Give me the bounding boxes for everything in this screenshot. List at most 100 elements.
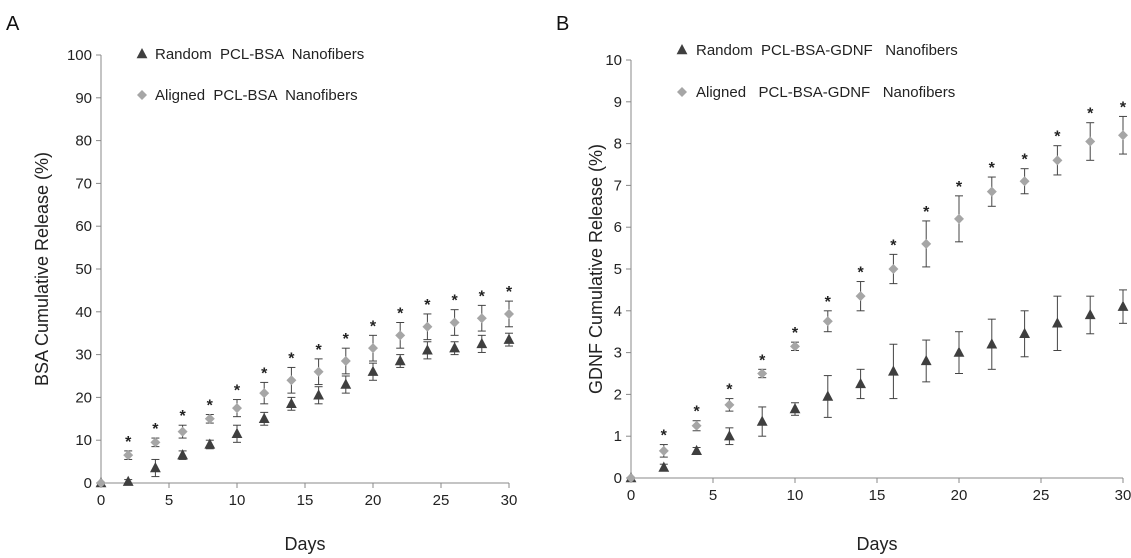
data-point-aligned (724, 399, 735, 410)
panel-a-label: A (6, 13, 20, 35)
x-tick-label: 5 (709, 487, 717, 504)
x-tick-label: 5 (165, 492, 173, 509)
data-point-aligned (1052, 155, 1063, 166)
data-point-aligned (123, 450, 134, 461)
data-point-aligned (626, 473, 636, 483)
significance-marker: * (989, 160, 996, 177)
data-point-aligned (177, 426, 188, 437)
data-point-random (1084, 308, 1096, 320)
y-tick-label: 0 (84, 475, 92, 492)
data-point-aligned (204, 413, 215, 424)
data-point-aligned (449, 317, 460, 328)
significance-marker: * (759, 352, 766, 369)
significance-marker: * (370, 318, 377, 335)
data-point-random (367, 365, 379, 376)
x-tick-label: 30 (501, 492, 518, 509)
y-tick-label: 40 (75, 304, 92, 321)
data-point-random (756, 415, 768, 426)
y-tick-label: 2 (614, 386, 622, 403)
legend-label: Random PCL-BSA Nanofibers (155, 46, 364, 63)
data-point-random (724, 430, 735, 441)
y-tick-label: 3 (614, 345, 622, 362)
significance-marker: * (1021, 152, 1028, 169)
panel-b-label: B (556, 13, 569, 35)
x-tick-label: 0 (97, 492, 105, 509)
significance-marker: * (1087, 106, 1094, 123)
y-tick-label: 90 (75, 90, 92, 107)
data-point-random (822, 390, 834, 401)
significance-marker: * (693, 404, 700, 421)
data-point-random (855, 377, 866, 389)
y-tick-label: 6 (614, 219, 622, 236)
x-tick-label: 30 (1115, 487, 1131, 504)
significance-marker: * (207, 398, 214, 415)
significance-marker: * (451, 293, 458, 310)
data-point-random (1019, 327, 1030, 338)
y-tick-label: 30 (75, 347, 92, 364)
data-point-random (691, 444, 702, 456)
significance-marker: * (424, 297, 431, 314)
legend-marker-aligned (137, 90, 147, 100)
data-point-aligned (954, 213, 964, 224)
significance-marker: * (956, 179, 963, 196)
data-point-random (177, 449, 188, 460)
significance-marker: * (397, 306, 404, 323)
y-tick-label: 50 (75, 261, 92, 278)
significance-marker: * (506, 284, 513, 301)
significance-marker: * (726, 382, 733, 399)
data-point-aligned (790, 341, 800, 352)
data-point-aligned (259, 388, 270, 399)
data-point-random (313, 389, 324, 400)
legend-marker-random (676, 44, 688, 55)
y-tick-label: 10 (605, 52, 622, 69)
data-point-random (658, 461, 670, 472)
significance-marker: * (315, 342, 322, 359)
data-point-random (231, 427, 243, 438)
y-tick-label: 10 (75, 432, 92, 449)
data-point-random (204, 438, 216, 449)
data-point-random (150, 462, 161, 473)
data-point-random (986, 338, 998, 349)
significance-marker: * (261, 365, 268, 382)
significance-marker: * (923, 204, 930, 221)
data-point-aligned (422, 321, 433, 332)
legend-label: Aligned PCL-BSA Nanofibers (155, 87, 358, 104)
data-point-random (503, 333, 515, 344)
x-tick-label: 15 (869, 487, 886, 504)
x-tick-label: 15 (297, 492, 314, 509)
y-axis-label: BSA Cumulative Release (%) (32, 152, 52, 386)
y-tick-label: 80 (75, 133, 92, 150)
data-point-aligned (286, 375, 297, 386)
data-point-aligned (368, 343, 378, 354)
y-tick-label: 60 (75, 218, 92, 235)
data-point-aligned (921, 238, 932, 249)
x-tick-label: 0 (627, 487, 635, 504)
chart-a: 0 10 20 30 40 50 60 70 80 90 100 0 5 10 15 20 25 30 Days BS… (32, 46, 517, 554)
data-point-random (953, 346, 965, 357)
y-tick-label: 8 (614, 136, 622, 153)
x-tick-label: 25 (433, 492, 450, 509)
y-tick-label: 7 (614, 177, 622, 194)
data-point-random (476, 337, 488, 349)
data-point-random (449, 342, 460, 353)
x-tick-label: 10 (229, 492, 246, 509)
data-point-random (286, 397, 297, 409)
y-tick-label: 9 (614, 94, 622, 111)
significance-marker: * (343, 331, 350, 348)
data-point-aligned (313, 366, 324, 377)
x-tick-label: 20 (365, 492, 382, 509)
data-point-aligned (822, 316, 833, 327)
data-point-aligned (658, 445, 669, 456)
chart-b: 0 1 2 3 4 5 6 7 8 9 10 0 5 10 15 20 25 30 Days GDNF Cumulat… (586, 42, 1131, 554)
significance-marker: * (825, 294, 832, 311)
significance-marker: * (179, 408, 186, 425)
significance-marker: * (792, 325, 799, 342)
significance-marker: * (479, 288, 486, 305)
significance-marker: * (1054, 129, 1061, 146)
legend-marker-aligned (677, 87, 687, 97)
significance-marker: * (890, 237, 897, 254)
data-point-aligned (1118, 130, 1128, 141)
data-point-random (888, 365, 899, 376)
data-point-random (1052, 317, 1063, 328)
